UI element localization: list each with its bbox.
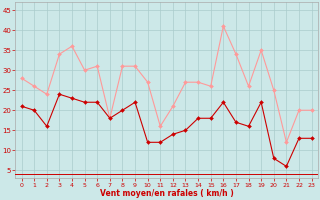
X-axis label: Vent moyen/en rafales ( km/h ): Vent moyen/en rafales ( km/h ) <box>100 189 234 198</box>
